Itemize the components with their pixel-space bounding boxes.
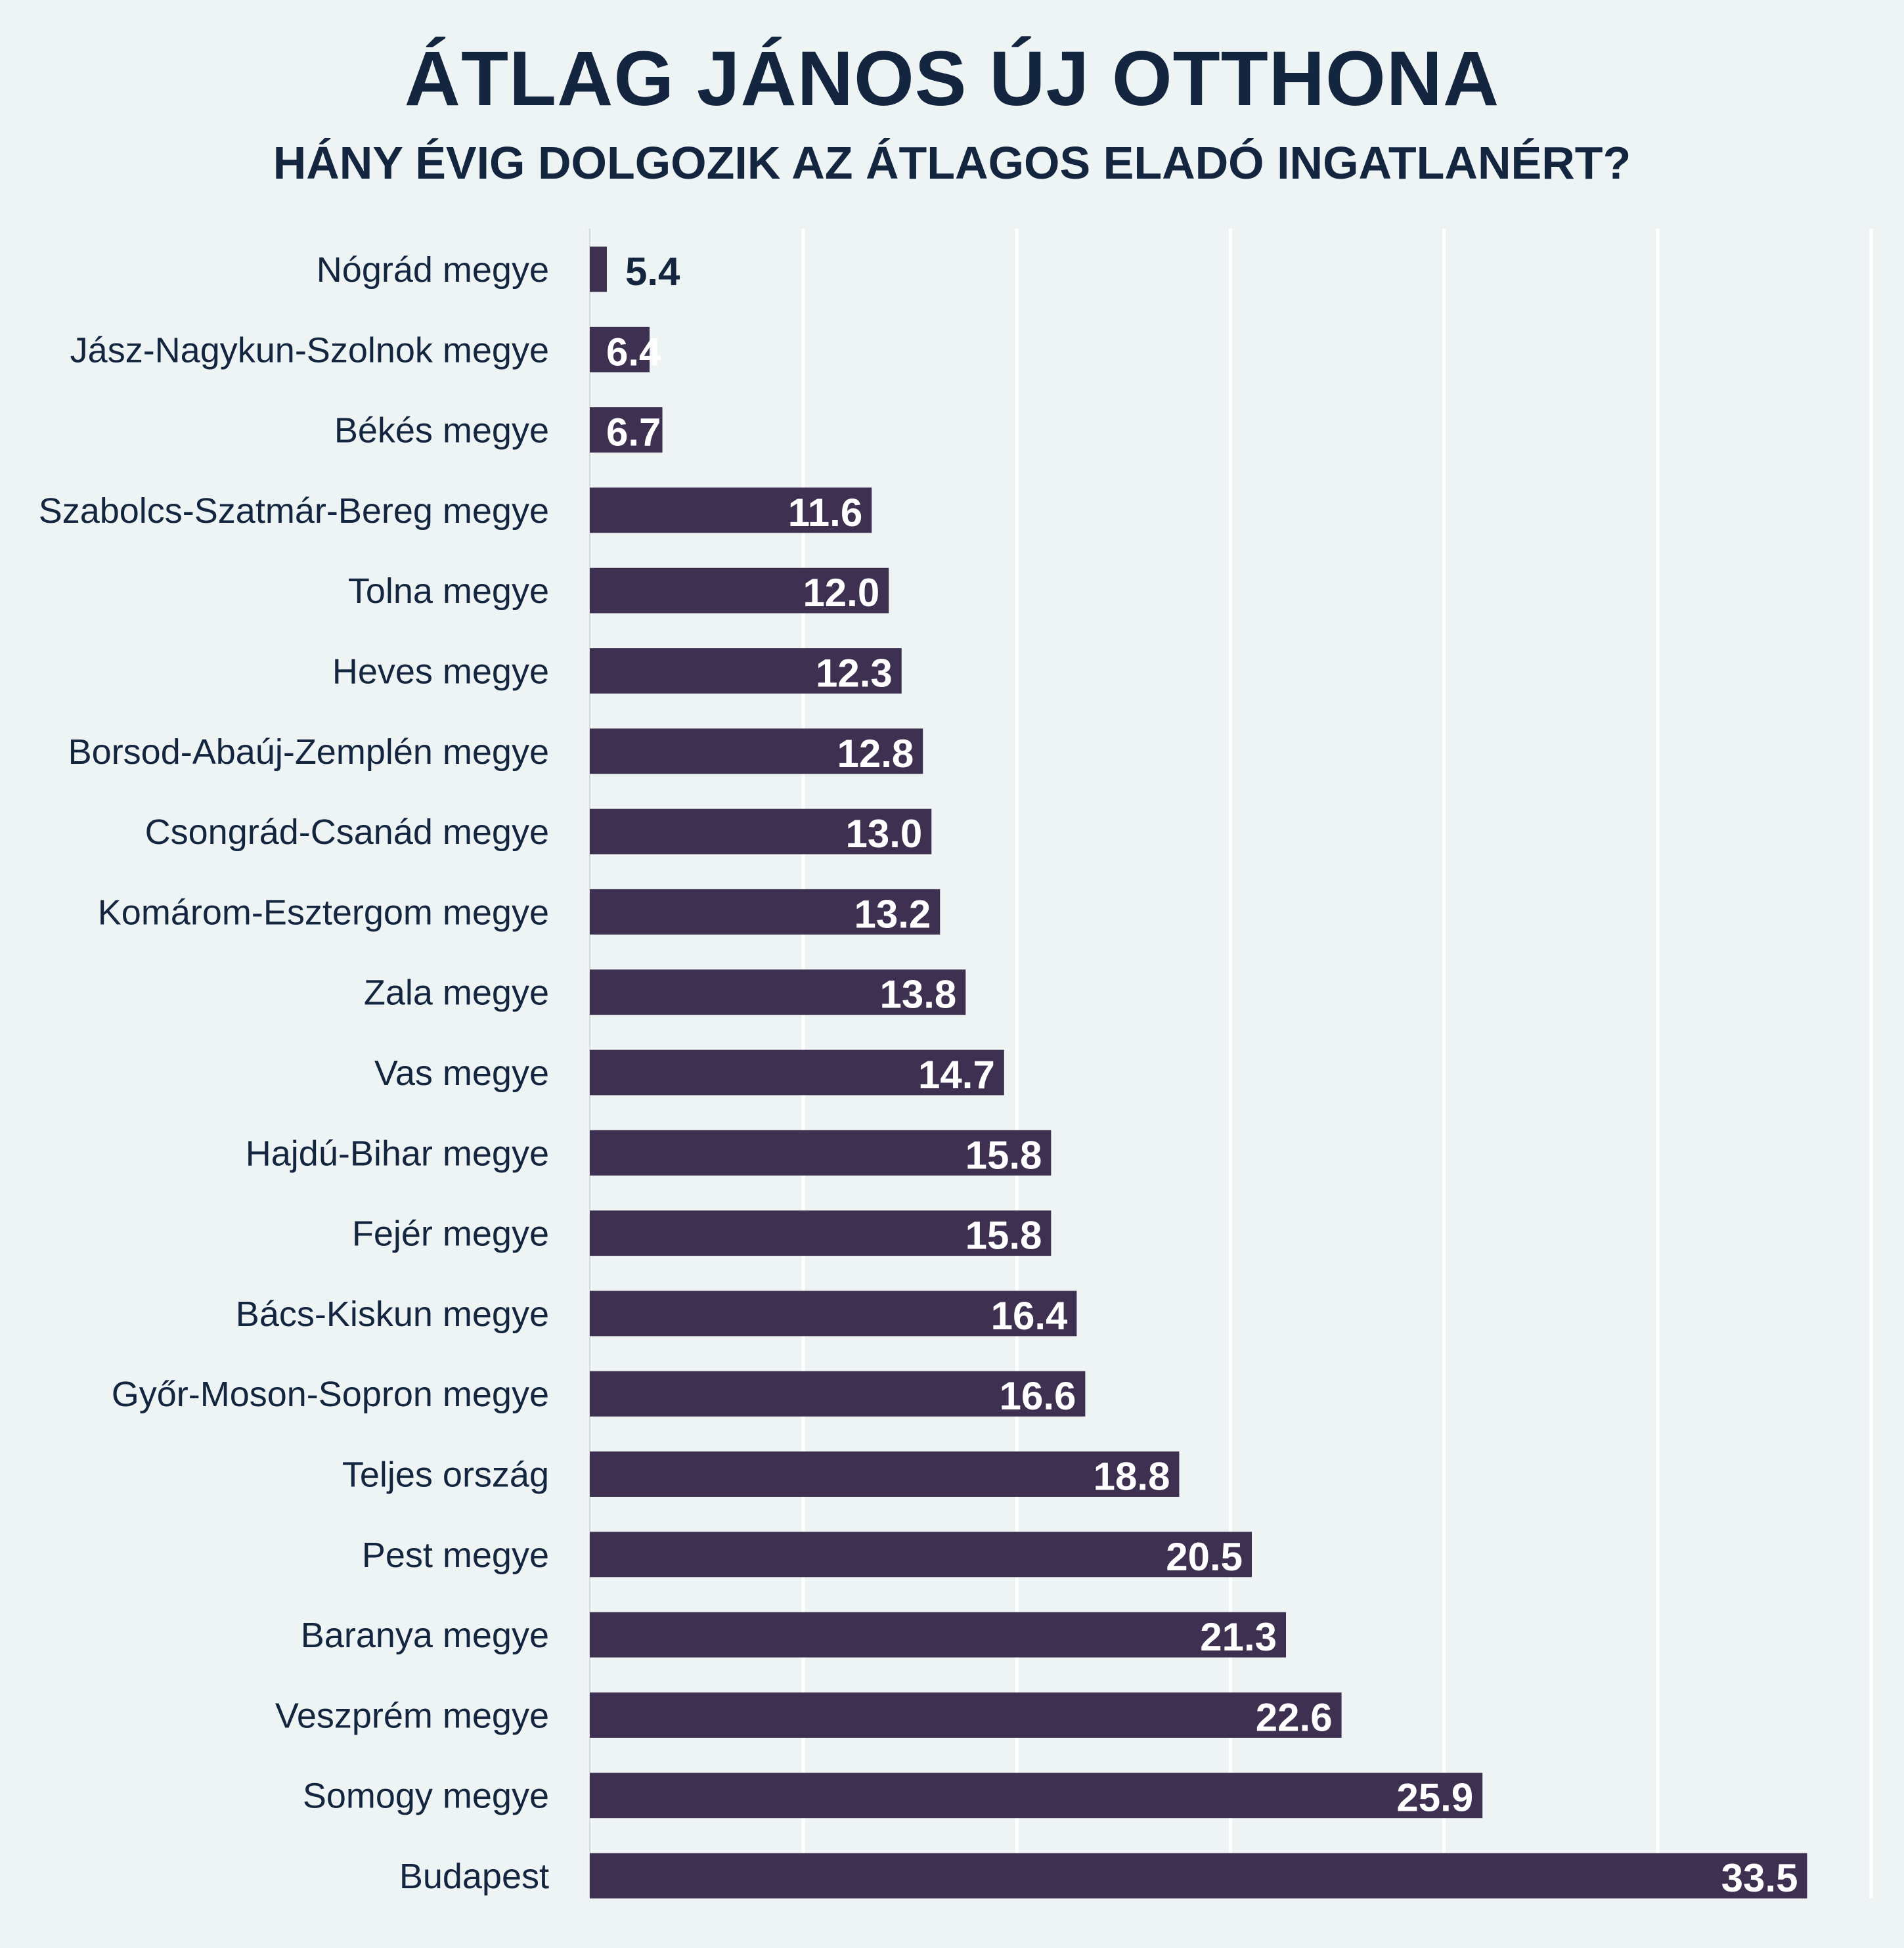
bar [590, 246, 608, 292]
value-label: 21.3 [1200, 1615, 1277, 1659]
bar [590, 407, 663, 453]
category-label: Budapest [399, 1857, 549, 1896]
value-label: 15.8 [965, 1214, 1042, 1258]
category-label: Békés megye [334, 411, 549, 451]
bar [590, 728, 923, 774]
bar [590, 969, 966, 1015]
category-label: Veszprém megye [275, 1696, 549, 1735]
bar [590, 567, 889, 613]
category-label: Baranya megye [301, 1616, 549, 1655]
value-label: 16.4 [991, 1294, 1068, 1338]
value-label: 18.8 [1094, 1455, 1170, 1499]
value-label: 13.8 [880, 973, 957, 1017]
bar [590, 1291, 1077, 1337]
category-label: Zala megye [364, 973, 549, 1013]
value-label: 20.5 [1166, 1535, 1243, 1579]
category-label: Teljes ország [342, 1455, 549, 1495]
value-label: 6.7 [606, 410, 661, 454]
value-label: 12.8 [837, 732, 914, 776]
value-label: 13.0 [845, 812, 922, 856]
value-label: 6.4 [606, 330, 661, 374]
category-label: Fejér megye [352, 1214, 549, 1254]
category-label: Csongrád-Csanád megye [145, 812, 549, 852]
bar [590, 1050, 1004, 1096]
chart-subtitle: HÁNY ÉVIG DOLGOZIK AZ ÁTLAGOS ELADÓ INGA… [273, 137, 1631, 188]
value-label: 13.2 [854, 892, 931, 936]
bar [590, 1692, 1342, 1738]
value-label: 25.9 [1396, 1776, 1473, 1820]
category-label: Komárom-Esztergom megye [98, 893, 549, 932]
category-label: Győr-Moson-Sopron megye [112, 1375, 549, 1414]
bar [590, 1371, 1086, 1417]
category-label: Nógrád megye [317, 250, 549, 290]
bar [590, 1210, 1052, 1256]
bar [590, 648, 902, 694]
value-label: 14.7 [918, 1053, 995, 1097]
category-label: Bács-Kiskun megye [236, 1295, 549, 1334]
category-label: Hajdú-Bihar megye [246, 1134, 549, 1173]
value-label: 11.6 [788, 491, 862, 535]
category-label: Heves megye [332, 652, 549, 692]
category-label: Borsod-Abaúj-Zemplén megye [68, 732, 549, 772]
bar [590, 1451, 1180, 1497]
value-label: 12.0 [803, 571, 879, 615]
bar [590, 1612, 1287, 1658]
category-label: Tolna megye [348, 571, 549, 611]
category-label: Szabolcs-Szatmár-Bereg megye [39, 491, 549, 531]
bar [590, 326, 650, 372]
value-label: 12.3 [816, 652, 893, 696]
bar [590, 808, 932, 854]
value-label: 16.6 [1000, 1374, 1076, 1418]
value-label: 33.5 [1721, 1856, 1798, 1900]
value-labels: 5.4 6.4 6.7 11.6 12.0 12.3 12.8 13.0 13.2 13.8 14.… [606, 250, 1798, 1900]
value-label: 5.4 [625, 250, 680, 294]
bar [590, 1532, 1252, 1578]
category-label: Jász-Nagykun-Szolnok megye [70, 330, 549, 370]
bar [590, 889, 941, 935]
chart-title: ÁTLAG JÁNOS ÚJ OTTHONA [404, 35, 1500, 122]
bar [590, 487, 872, 533]
bar [590, 1773, 1483, 1819]
bar [590, 1853, 1807, 1899]
category-label: Somogy megye [303, 1777, 549, 1816]
value-label: 15.8 [965, 1133, 1042, 1177]
category-labels: Nógrád megye Jász-Nagykun-Szolnok megye Bé… [39, 250, 549, 1896]
category-label: Vas megye [374, 1053, 549, 1093]
bar [590, 1130, 1052, 1176]
category-label: Pest megye [362, 1536, 549, 1575]
value-label: 22.6 [1256, 1695, 1333, 1739]
bars [590, 246, 1807, 1899]
